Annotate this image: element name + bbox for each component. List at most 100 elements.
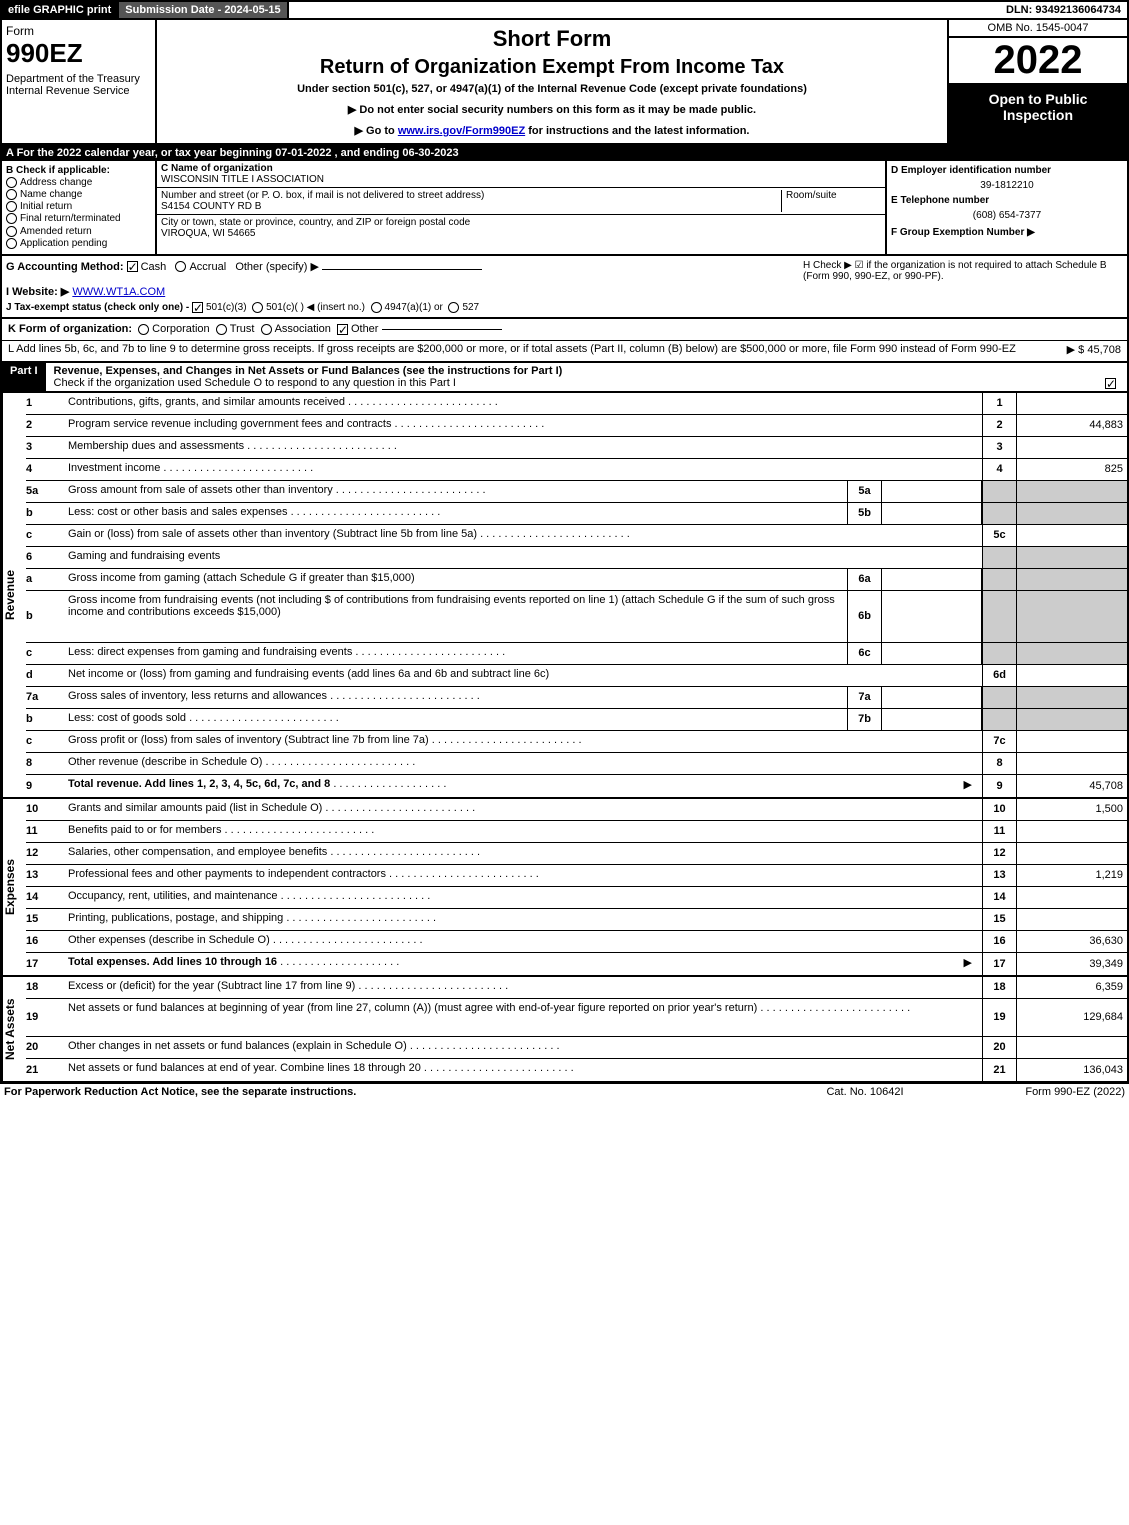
- chk-application-pending[interactable]: Application pending: [6, 238, 151, 249]
- ln6d-desc: Net income or (loss) from gaming and fun…: [64, 665, 982, 686]
- footer-right: Form 990-EZ (2022): [965, 1086, 1125, 1098]
- page-footer: For Paperwork Reduction Act Notice, see …: [0, 1083, 1129, 1100]
- ln3-val: [1017, 437, 1127, 458]
- org-name: WISCONSIN TITLE I ASSOCIATION: [161, 174, 881, 185]
- ln6d-num: d: [26, 665, 64, 686]
- ln20-num: 20: [26, 1037, 64, 1058]
- section-a: A For the 2022 calendar year, or tax yea…: [0, 145, 1129, 161]
- ln11-val: [1017, 821, 1127, 842]
- ln3-desc: Membership dues and assessments: [64, 437, 982, 458]
- ln16-desc: Other expenses (describe in Schedule O): [64, 931, 982, 952]
- chk-cash[interactable]: [127, 261, 138, 272]
- ln16-num: 16: [26, 931, 64, 952]
- ln15-val: [1017, 909, 1127, 930]
- chk-accrual[interactable]: [175, 261, 186, 272]
- ein-label: D Employer identification number: [891, 165, 1123, 176]
- directive-2: ▶ Go to www.irs.gov/Form990EZ for instru…: [163, 124, 941, 137]
- ln7c-val: [1017, 731, 1127, 752]
- ln2-val: 44,883: [1017, 415, 1127, 436]
- efile-print-button[interactable]: efile GRAPHIC print: [2, 2, 119, 18]
- chk-address-change[interactable]: Address change: [6, 177, 151, 188]
- addr-cell: Number and street (or P. O. box, if mail…: [157, 188, 885, 215]
- side-netassets: Net Assets: [2, 977, 26, 1081]
- ln19-desc: Net assets or fund balances at beginning…: [64, 999, 982, 1036]
- ln9-val: 45,708: [1017, 775, 1127, 797]
- chk-assoc[interactable]: [261, 324, 272, 335]
- ln5a-desc: Gross amount from sale of assets other t…: [64, 481, 847, 502]
- addr-label: Number and street (or P. O. box, if mail…: [161, 190, 781, 201]
- chk-name-change[interactable]: Name change: [6, 189, 151, 200]
- ln20-val: [1017, 1037, 1127, 1058]
- ln21-val: 136,043: [1017, 1059, 1127, 1081]
- header-center: Short Form Return of Organization Exempt…: [157, 20, 947, 143]
- spacer: [289, 2, 1000, 18]
- submission-date: Submission Date - 2024-05-15: [119, 2, 288, 18]
- ln2-num: 2: [26, 415, 64, 436]
- department: Department of the Treasury Internal Reve…: [6, 73, 151, 97]
- ln6d-val: [1017, 665, 1127, 686]
- ln6b-desc: Gross income from fundraising events (no…: [64, 591, 847, 642]
- gross-receipts: 45,708: [1087, 344, 1121, 356]
- chk-other-org[interactable]: [337, 324, 348, 335]
- ln8-val: [1017, 753, 1127, 774]
- ln12-desc: Salaries, other compensation, and employ…: [64, 843, 982, 864]
- ln17-num: 17: [26, 953, 64, 975]
- ln9-num: 9: [26, 775, 64, 797]
- ln12-num: 12: [26, 843, 64, 864]
- ln9-desc: Total revenue. Add lines 1, 2, 3, 4, 5c,…: [64, 775, 982, 797]
- chk-501c3[interactable]: [192, 302, 203, 313]
- line-j: J Tax-exempt status (check only one) - 5…: [6, 302, 803, 313]
- ln5b-desc: Less: cost or other basis and sales expe…: [64, 503, 847, 524]
- ln7a-num: 7a: [26, 687, 64, 708]
- ln16-val: 36,630: [1017, 931, 1127, 952]
- chk-trust[interactable]: [216, 324, 227, 335]
- chk-527[interactable]: [448, 302, 459, 313]
- chk-501c[interactable]: [252, 302, 263, 313]
- chk-initial-return[interactable]: Initial return: [6, 201, 151, 212]
- tax-year: 2022: [949, 38, 1127, 85]
- netassets-section: Net Assets 18Excess or (deficit) for the…: [0, 977, 1129, 1083]
- line-h: H Check ▶ ☑ if the organization is not r…: [803, 260, 1123, 313]
- ln4-num: 4: [26, 459, 64, 480]
- city-cell: City or town, state or province, country…: [157, 215, 885, 241]
- chk-corp[interactable]: [138, 324, 149, 335]
- ln14-desc: Occupancy, rent, utilities, and maintena…: [64, 887, 982, 908]
- chk-final-return[interactable]: Final return/terminated: [6, 213, 151, 224]
- ln5c-desc: Gain or (loss) from sale of assets other…: [64, 525, 982, 546]
- form-number: 990EZ: [6, 38, 151, 69]
- chk-schedule-o[interactable]: [1105, 378, 1116, 389]
- line-k: K Form of organization: Corporation Trus…: [0, 319, 1129, 341]
- addr-val: S4154 COUNTY RD B: [161, 201, 781, 212]
- header-right: OMB No. 1545-0047 2022 Open to Public In…: [947, 20, 1127, 143]
- website-link[interactable]: WWW.WT1A.COM: [72, 286, 165, 298]
- line-i: I Website: ▶ WWW.WT1A.COM: [6, 285, 803, 298]
- ln6c-num: c: [26, 643, 64, 664]
- side-revenue: Revenue: [2, 393, 26, 797]
- ln21-num: 21: [26, 1059, 64, 1081]
- city-val: VIROQUA, WI 54665: [161, 228, 881, 239]
- part1-check-line: Check if the organization used Schedule …: [54, 377, 456, 389]
- chk-4947[interactable]: [371, 302, 382, 313]
- ln4-val: 825: [1017, 459, 1127, 480]
- group-exemption: F Group Exemption Number ▶: [891, 227, 1123, 238]
- omb-number: OMB No. 1545-0047: [949, 20, 1127, 38]
- ln15-num: 15: [26, 909, 64, 930]
- part1-title: Revenue, Expenses, and Changes in Net As…: [54, 365, 563, 377]
- part1-label: Part I: [2, 363, 46, 391]
- ln10-val: 1,500: [1017, 799, 1127, 820]
- ln6a-desc: Gross income from gaming (attach Schedul…: [64, 569, 847, 590]
- ln3-num: 3: [26, 437, 64, 458]
- open-to-public: Open to Public Inspection: [949, 85, 1127, 143]
- room-label: Room/suite: [781, 190, 881, 212]
- org-name-label: C Name of organization: [161, 163, 881, 174]
- irs-link[interactable]: www.irs.gov/Form990EZ: [398, 125, 525, 137]
- part1-header: Part I Revenue, Expenses, and Changes in…: [0, 363, 1129, 393]
- d2-post: for instructions and the latest informat…: [525, 125, 749, 137]
- ln1-val: [1017, 393, 1127, 414]
- chk-amended-return[interactable]: Amended return: [6, 226, 151, 237]
- form-word: Form: [6, 24, 151, 38]
- ln5c-num: c: [26, 525, 64, 546]
- form-subtitle: Under section 501(c), 527, or 4947(a)(1)…: [163, 83, 941, 95]
- form-header: Form 990EZ Department of the Treasury In…: [0, 20, 1129, 145]
- ln6-desc: Gaming and fundraising events: [64, 547, 982, 568]
